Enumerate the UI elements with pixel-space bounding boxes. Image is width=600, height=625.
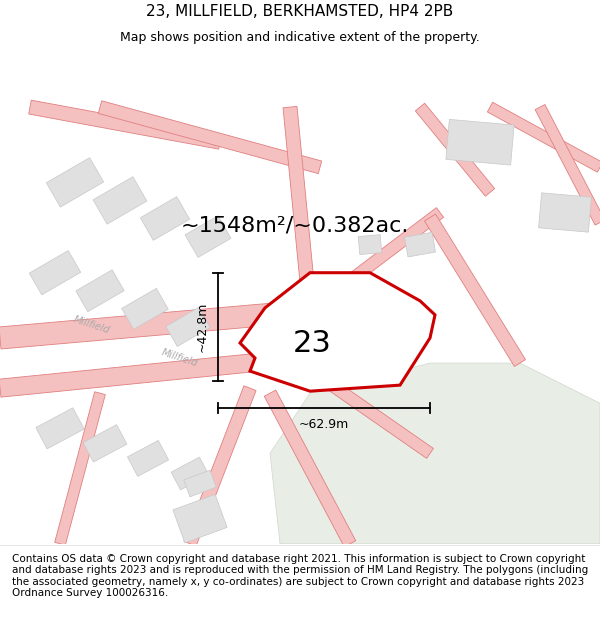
Bar [127,441,169,476]
Bar [93,177,147,224]
Polygon shape [487,102,600,172]
Bar [173,494,227,543]
Polygon shape [424,214,526,366]
Bar [76,270,124,312]
Bar [184,470,216,497]
Bar [166,308,210,346]
Bar [539,192,592,232]
Bar [171,457,209,490]
Bar [83,424,127,462]
Text: ~42.8m: ~42.8m [196,302,209,352]
Polygon shape [283,106,317,314]
Polygon shape [296,358,433,458]
Polygon shape [307,208,443,316]
Polygon shape [264,390,356,547]
Polygon shape [0,300,311,349]
Bar [140,197,190,241]
Polygon shape [55,392,106,545]
Polygon shape [184,386,256,546]
Text: Millfield: Millfield [161,348,199,369]
Text: ~1548m²/~0.382ac.: ~1548m²/~0.382ac. [181,216,409,236]
Bar [29,251,81,295]
Bar [404,232,436,257]
Text: Map shows position and indicative extent of the property.: Map shows position and indicative extent… [120,31,480,44]
Text: 23: 23 [293,329,332,357]
Polygon shape [270,363,600,544]
Polygon shape [0,349,301,397]
Polygon shape [29,100,221,149]
Text: 23, MILLFIELD, BERKHAMSTED, HP4 2PB: 23, MILLFIELD, BERKHAMSTED, HP4 2PB [146,4,454,19]
Polygon shape [535,104,600,225]
Bar [46,158,104,207]
Bar [122,288,169,329]
Polygon shape [98,101,322,174]
Bar [185,216,231,258]
Bar [446,119,514,165]
Text: Contains OS data © Crown copyright and database right 2021. This information is : Contains OS data © Crown copyright and d… [12,554,588,598]
Polygon shape [240,272,435,391]
Text: Millfield: Millfield [73,314,112,336]
Text: ~62.9m: ~62.9m [299,418,349,431]
Bar [358,234,382,254]
Polygon shape [415,103,494,196]
Bar [36,408,84,449]
